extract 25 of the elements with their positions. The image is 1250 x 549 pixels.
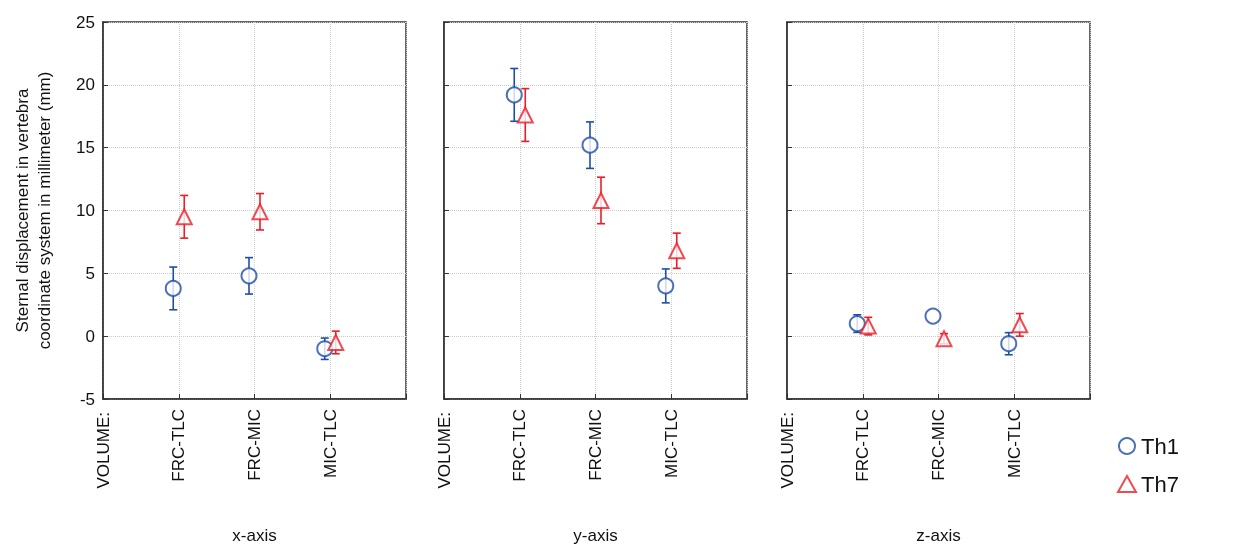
legend-label: Th1 <box>1141 433 1179 459</box>
text: VOLUME: <box>93 412 113 489</box>
x-axis-title: y-axis <box>573 526 618 545</box>
y-axis-title: Sternal displacement in vertebra coordinate system in millimeter (mm) <box>12 71 54 350</box>
y-tick-label: 15 <box>76 138 95 158</box>
y-tick-label: -5 <box>79 389 95 409</box>
y-tick-label: 20 <box>76 75 95 95</box>
x-tick-label: FRC-TLC <box>853 409 873 482</box>
y-tick-label: 5 <box>85 263 95 283</box>
text: VOLUME: <box>777 412 797 489</box>
x-tick-label: MIC-TLC <box>661 409 681 478</box>
x-tick-label: FRC-TLC <box>169 409 189 482</box>
x-tick-label: MIC-TLC <box>1004 409 1024 478</box>
y-tick-label: 0 <box>85 326 95 346</box>
legend-label: Th7 <box>1141 471 1179 497</box>
y-tick-label: 25 <box>76 12 95 32</box>
x-tick-label: MIC-TLC <box>320 409 340 478</box>
x-tick-label: FRC-MIC <box>929 409 948 481</box>
text: VOLUME: <box>434 412 454 489</box>
x-tick-label: FRC-MIC <box>586 409 605 481</box>
x-axis-title: z-axis <box>916 526 961 545</box>
x-tick-label: FRC-TLC <box>510 409 530 482</box>
x-axis-title: x-axis <box>232 526 277 545</box>
y-tick-label: 10 <box>76 201 95 220</box>
x-tick-label: FRC-MIC <box>245 409 264 481</box>
